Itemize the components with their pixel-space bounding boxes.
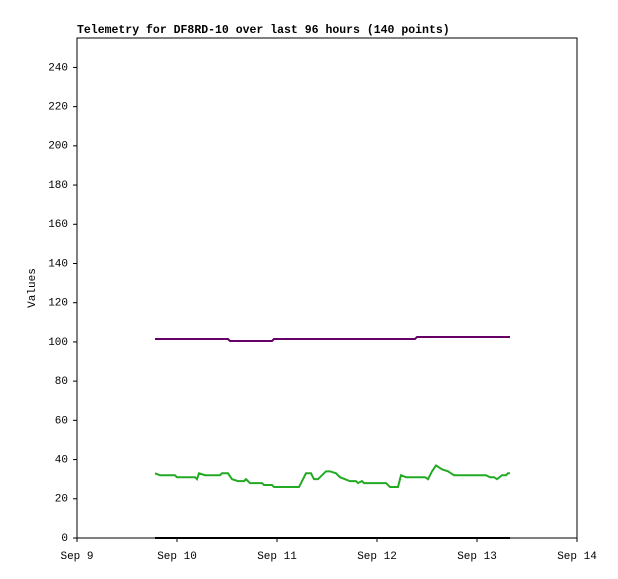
data-line <box>154 464 510 489</box>
y-tick-label: 60 <box>55 415 68 427</box>
y-tick-label: 20 <box>55 494 68 506</box>
y-axis-label: Values <box>27 268 39 308</box>
y-tick-label: 220 <box>48 102 68 114</box>
y-tick-label: 160 <box>48 219 68 231</box>
y-tick-label: 140 <box>48 258 68 270</box>
x-tick-label: Sep 13 <box>457 551 497 563</box>
y-tick-label: 40 <box>55 454 68 466</box>
x-tick-label: Sep 11 <box>257 551 297 563</box>
y-tick-label: 200 <box>48 141 68 153</box>
chart-title: Telemetry for DF8RD-10 over last 96 hour… <box>77 24 450 37</box>
x-tick-label: Sep 9 <box>60 551 93 563</box>
y-tick-label: 0 <box>61 533 68 545</box>
x-tick-label: Sep 14 <box>557 551 597 563</box>
y-tick-label: 180 <box>48 180 68 192</box>
y-tick-label: 100 <box>48 337 68 349</box>
data-line <box>155 336 510 342</box>
plot-frame <box>76 37 578 539</box>
x-tick-label: Sep 10 <box>157 551 197 563</box>
y-tick-label: 120 <box>48 298 68 310</box>
x-tick-label: Sep 12 <box>357 551 397 563</box>
y-tick-label: 80 <box>55 376 68 388</box>
y-tick-label: 240 <box>48 62 68 74</box>
